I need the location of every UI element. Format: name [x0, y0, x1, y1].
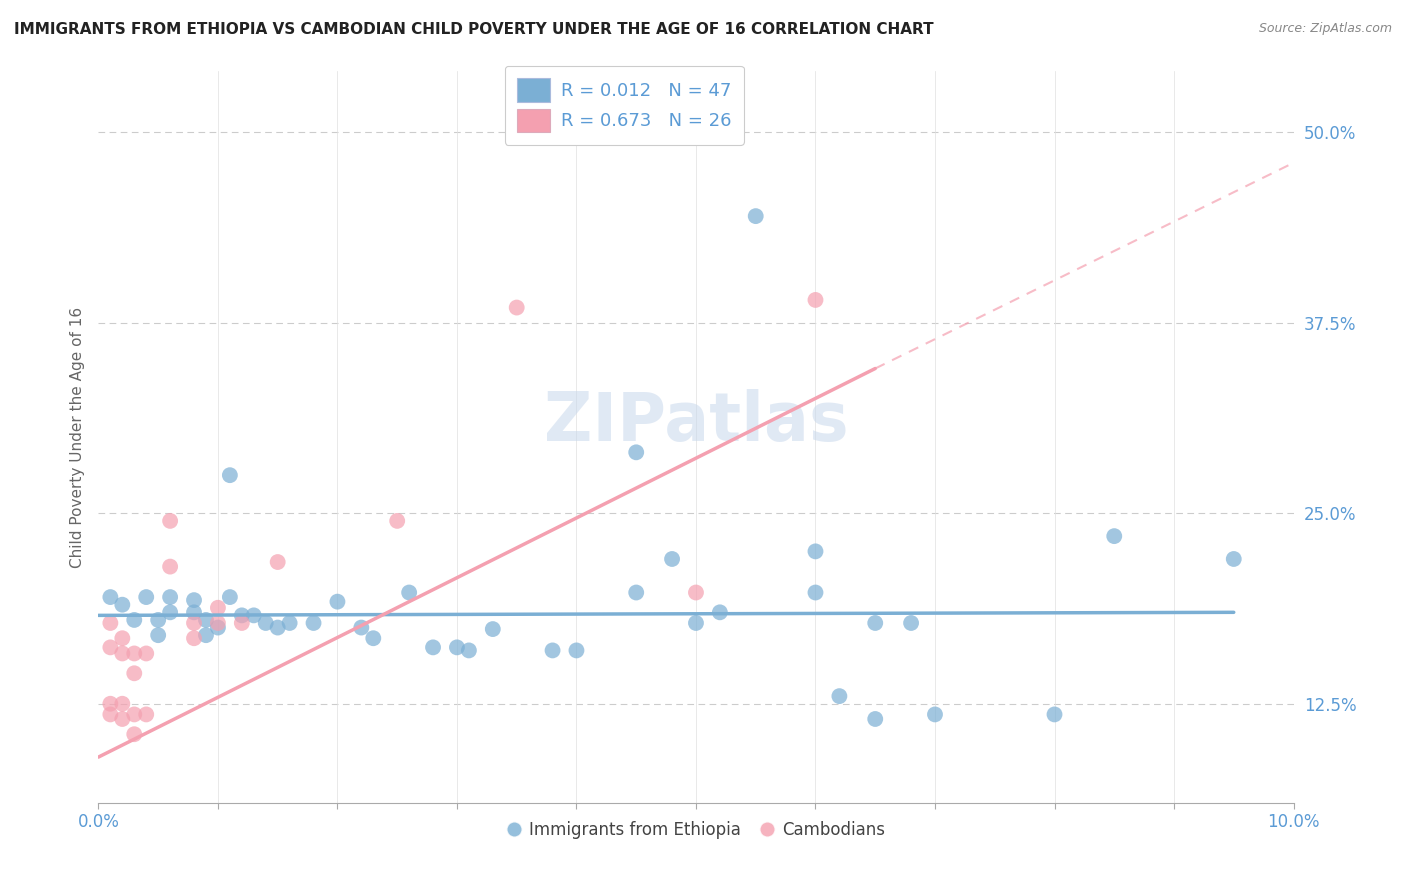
Point — [243, 608, 266, 623]
Point — [183, 605, 205, 619]
Point — [111, 647, 134, 661]
Point — [1043, 707, 1066, 722]
Point — [207, 600, 229, 615]
Point — [302, 615, 325, 630]
Point — [804, 293, 827, 307]
Point — [111, 598, 134, 612]
Point — [98, 707, 122, 722]
Point — [363, 632, 385, 646]
Point — [98, 697, 122, 711]
Point — [685, 615, 707, 630]
Point — [159, 605, 181, 619]
Text: IMMIGRANTS FROM ETHIOPIA VS CAMBODIAN CHILD POVERTY UNDER THE AGE OF 16 CORRELAT: IMMIGRANTS FROM ETHIOPIA VS CAMBODIAN CH… — [14, 22, 934, 37]
Point — [183, 593, 205, 607]
Point — [135, 590, 157, 604]
Y-axis label: Child Poverty Under the Age of 16: Child Poverty Under the Age of 16 — [69, 307, 84, 567]
Text: ZIPatlas: ZIPatlas — [544, 390, 848, 456]
Point — [1223, 552, 1246, 566]
Point — [98, 615, 122, 630]
Point — [148, 613, 170, 627]
Point — [865, 615, 887, 630]
Point — [231, 608, 253, 623]
Point — [207, 615, 229, 630]
Point — [148, 628, 170, 642]
Point — [124, 727, 146, 741]
Point — [685, 585, 707, 599]
Point — [111, 712, 134, 726]
Point — [111, 632, 134, 646]
Point — [326, 595, 349, 609]
Point — [661, 552, 683, 566]
Point — [135, 647, 157, 661]
Point — [183, 615, 205, 630]
Point — [350, 621, 373, 635]
Point — [745, 209, 768, 223]
Point — [804, 585, 827, 599]
Point — [124, 613, 146, 627]
Point — [541, 643, 564, 657]
Point — [458, 643, 481, 657]
Point — [267, 555, 290, 569]
Legend: Immigrants from Ethiopia, Cambodians: Immigrants from Ethiopia, Cambodians — [501, 814, 891, 846]
Point — [254, 615, 277, 630]
Point — [219, 590, 242, 604]
Point — [124, 707, 146, 722]
Point — [124, 647, 146, 661]
Point — [98, 590, 122, 604]
Point — [207, 621, 229, 635]
Point — [159, 590, 181, 604]
Point — [159, 514, 181, 528]
Point — [231, 615, 253, 630]
Point — [565, 643, 588, 657]
Point — [924, 707, 946, 722]
Point — [98, 640, 122, 655]
Point — [900, 615, 922, 630]
Point — [626, 585, 648, 599]
Point — [195, 613, 218, 627]
Point — [195, 628, 218, 642]
Point — [1104, 529, 1126, 543]
Point — [398, 585, 420, 599]
Point — [385, 514, 409, 528]
Point — [709, 605, 731, 619]
Point — [446, 640, 468, 655]
Point — [626, 445, 648, 459]
Point — [278, 615, 301, 630]
Point — [267, 621, 290, 635]
Point — [482, 622, 505, 636]
Point — [865, 712, 887, 726]
Point — [124, 666, 146, 681]
Text: Source: ZipAtlas.com: Source: ZipAtlas.com — [1258, 22, 1392, 36]
Point — [828, 689, 851, 703]
Point — [183, 632, 205, 646]
Point — [135, 707, 157, 722]
Point — [804, 544, 827, 558]
Point — [506, 301, 529, 315]
Point — [219, 468, 242, 483]
Point — [422, 640, 444, 655]
Point — [159, 559, 181, 574]
Point — [111, 697, 134, 711]
